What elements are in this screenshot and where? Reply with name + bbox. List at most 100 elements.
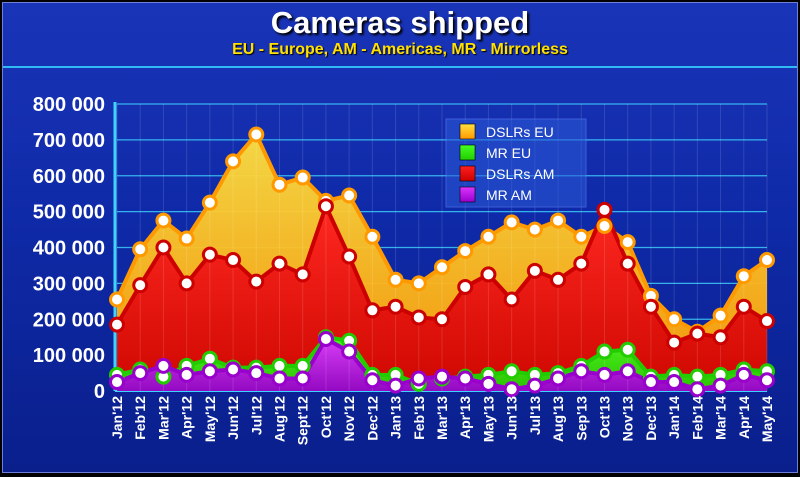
data-point [619,255,636,272]
y-tick-label: 400 000 [33,238,105,260]
data-point [526,377,543,394]
legend-swatch [459,144,476,161]
x-tick-label: Mar'13 [434,396,450,440]
data-point [364,372,381,389]
x-tick-label: Jul'12 [248,396,264,435]
y-tick-label: 500 000 [33,202,105,224]
data-point [480,228,497,245]
data-point [201,194,218,211]
data-point [573,255,590,272]
x-tick-label: Sep'13 [573,396,589,441]
data-point [364,302,381,319]
x-tick-label: May'12 [202,396,218,442]
data-point [271,357,288,374]
y-tick-label: 300 000 [33,273,105,295]
data-point [666,311,683,328]
legend-label: MR AM [486,187,532,203]
x-tick-label: Oct'13 [597,396,613,438]
data-point [410,370,427,387]
data-point [759,372,775,389]
data-point [550,271,567,288]
x-tick-label: Mar'12 [155,396,171,440]
data-point [689,368,706,385]
area-chart: 0 100 000 200 000 300 000 400 000 500 000 600 … [33,94,775,445]
data-point [225,361,242,378]
data-point [132,241,149,258]
data-point [434,259,450,276]
x-tick-label: Nov'12 [341,396,357,442]
data-point [503,214,520,231]
data-point [503,363,520,380]
legend-swatch [459,165,476,182]
data-point [666,334,683,351]
data-point [503,291,520,308]
data-point [666,374,683,391]
data-point [387,271,404,288]
data-point [735,366,752,383]
data-point [712,307,729,324]
data-point [387,298,404,315]
data-point [410,275,427,292]
data-point [201,363,218,380]
data-point [759,313,775,330]
data-point [550,212,567,229]
data-point [271,255,288,272]
x-tick-label: Apr'13 [457,396,473,439]
x-tick-label: Jul'13 [527,396,543,435]
data-point [735,298,752,315]
x-tick-label: Apr'12 [179,396,195,439]
data-point [619,234,636,251]
data-point [225,153,242,170]
data-point [457,278,474,295]
data-point [341,248,358,265]
data-point [248,273,265,290]
x-tick-label: Feb'13 [411,396,427,440]
data-point [434,311,450,328]
data-point [271,370,288,387]
x-tick-label: Aug'13 [550,396,566,442]
x-tick-label: Jun'12 [225,396,241,440]
data-point [596,217,613,234]
data-point [480,266,497,283]
data-point [480,375,497,392]
data-point [735,268,752,285]
data-point [294,357,311,374]
data-point [503,381,520,398]
x-tick-label: Feb'12 [132,396,148,440]
data-point [155,212,172,229]
data-point [619,363,636,380]
legend-swatch [459,123,476,140]
x-tick-label: Jun'13 [504,396,520,440]
data-point [526,221,543,238]
legend-label: DSLRs EU [486,124,554,140]
data-point [596,201,613,218]
chart-subtitle: EU - Europe, AM - Americas, MR - Mirrorl… [232,41,568,58]
data-point [109,316,125,333]
data-point [294,169,311,186]
data-point [573,363,590,380]
data-point [712,329,729,346]
data-point [155,357,172,374]
x-tick-label: Mar'14 [713,396,729,440]
y-tick-label: 600 000 [33,166,105,188]
x-tick-label: Dec'13 [643,396,659,441]
data-point [341,343,358,360]
x-tick-label: Aug'12 [272,396,288,442]
data-point [109,291,125,308]
data-point [132,365,149,382]
data-point [619,341,636,358]
data-point [178,275,195,292]
data-point [712,377,729,394]
x-tick-label: Nov'13 [620,396,636,442]
y-tick-label: 100 000 [33,345,105,367]
data-point [596,366,613,383]
data-point [341,187,358,204]
data-point [317,330,334,347]
data-point [457,370,474,387]
x-tick-label: Apr'14 [736,396,752,439]
data-point [387,377,404,394]
x-tick-label: Feb'14 [689,396,705,440]
data-point [689,381,706,398]
data-point [317,198,334,215]
